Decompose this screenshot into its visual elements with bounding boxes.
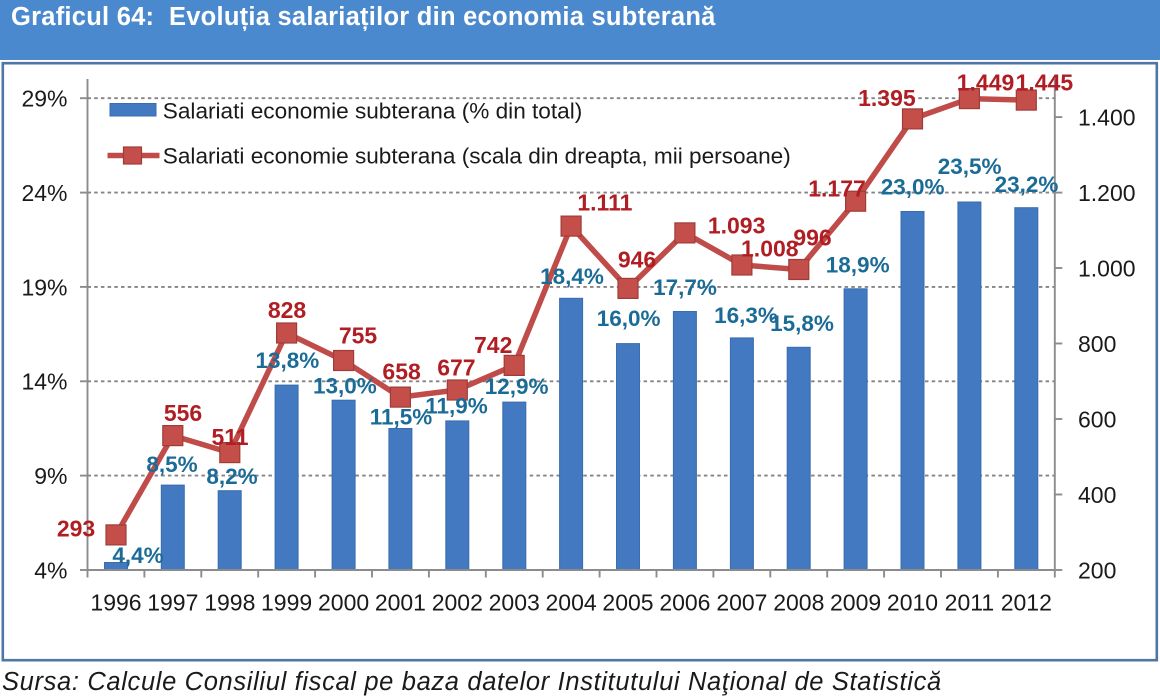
svg-text:4%: 4% <box>34 557 67 583</box>
svg-text:11,9%: 11,9% <box>425 394 488 419</box>
svg-text:658: 658 <box>382 359 421 385</box>
svg-text:1.400: 1.400 <box>1078 105 1136 131</box>
svg-text:200: 200 <box>1078 557 1116 583</box>
svg-text:293: 293 <box>57 516 95 542</box>
svg-text:1998: 1998 <box>204 590 255 616</box>
svg-text:15,8%: 15,8% <box>770 311 834 336</box>
svg-text:1.200: 1.200 <box>1078 180 1136 206</box>
svg-text:18,4%: 18,4% <box>540 264 604 289</box>
svg-text:23,0%: 23,0% <box>881 174 945 199</box>
svg-text:2008: 2008 <box>773 590 824 616</box>
svg-text:1.008: 1.008 <box>741 236 799 262</box>
svg-text:556: 556 <box>164 400 202 426</box>
svg-text:23,2%: 23,2% <box>995 172 1059 197</box>
svg-text:14%: 14% <box>21 369 67 395</box>
svg-text:2005: 2005 <box>602 590 653 616</box>
svg-text:13,0%: 13,0% <box>313 374 377 399</box>
svg-text:2000: 2000 <box>318 590 369 616</box>
svg-text:16,3%: 16,3% <box>714 303 778 328</box>
svg-text:Salariati economie subterana (: Salariati economie subterana (scala din … <box>163 143 791 168</box>
svg-text:742: 742 <box>474 332 512 358</box>
svg-text:2012: 2012 <box>1001 590 1052 616</box>
svg-text:17,7%: 17,7% <box>653 275 717 300</box>
svg-text:8,2%: 8,2% <box>206 464 257 489</box>
svg-text:29%: 29% <box>21 86 67 112</box>
svg-text:755: 755 <box>339 322 378 348</box>
svg-text:1.449: 1.449 <box>957 70 1015 96</box>
svg-text:600: 600 <box>1078 406 1116 432</box>
svg-text:400: 400 <box>1078 482 1116 508</box>
svg-text:996: 996 <box>793 224 831 250</box>
svg-text:1999: 1999 <box>261 590 312 616</box>
svg-text:1996: 1996 <box>90 590 141 616</box>
svg-text:24%: 24% <box>21 180 67 206</box>
svg-text:12,9%: 12,9% <box>485 374 549 399</box>
svg-text:2006: 2006 <box>659 590 710 616</box>
svg-text:13,8%: 13,8% <box>255 348 319 373</box>
svg-text:2003: 2003 <box>489 590 540 616</box>
svg-text:2001: 2001 <box>375 590 426 616</box>
svg-text:828: 828 <box>268 297 307 323</box>
svg-text:Sursa: Calcule Consiliul fisca: Sursa: Calcule Consiliul fiscal pe baza … <box>2 668 942 696</box>
svg-text:2004: 2004 <box>546 590 597 616</box>
svg-text:1.000: 1.000 <box>1078 255 1136 281</box>
svg-text:Salariati economie subterana (: Salariati economie subterana (% din tota… <box>163 98 582 123</box>
svg-text:4,4%: 4,4% <box>112 543 163 568</box>
svg-text:2010: 2010 <box>887 590 938 616</box>
svg-text:2002: 2002 <box>432 590 483 616</box>
svg-text:1.177: 1.177 <box>808 176 866 202</box>
svg-text:511: 511 <box>211 424 248 450</box>
svg-text:23,5%: 23,5% <box>938 154 1002 179</box>
svg-text:8,5%: 8,5% <box>146 452 197 477</box>
svg-text:11,5%: 11,5% <box>370 405 433 430</box>
svg-text:1.111: 1.111 <box>577 190 632 216</box>
svg-text:2007: 2007 <box>716 590 767 616</box>
svg-text:18,9%: 18,9% <box>826 253 890 278</box>
svg-text:Graficul 64: Evoluția salaria: Graficul 64: Evoluția salariaților din e… <box>11 3 716 31</box>
svg-text:9%: 9% <box>34 463 67 489</box>
svg-text:2009: 2009 <box>830 590 881 616</box>
svg-text:1997: 1997 <box>147 590 198 616</box>
svg-text:16,0%: 16,0% <box>597 306 661 331</box>
svg-text:677: 677 <box>437 355 475 381</box>
svg-text:800: 800 <box>1078 331 1116 357</box>
svg-text:19%: 19% <box>21 274 67 300</box>
svg-text:1.445: 1.445 <box>1016 70 1074 96</box>
svg-text:2011: 2011 <box>945 590 994 616</box>
svg-text:1.093: 1.093 <box>708 213 766 239</box>
svg-text:946: 946 <box>618 247 656 273</box>
svg-text:1.395: 1.395 <box>858 85 916 111</box>
